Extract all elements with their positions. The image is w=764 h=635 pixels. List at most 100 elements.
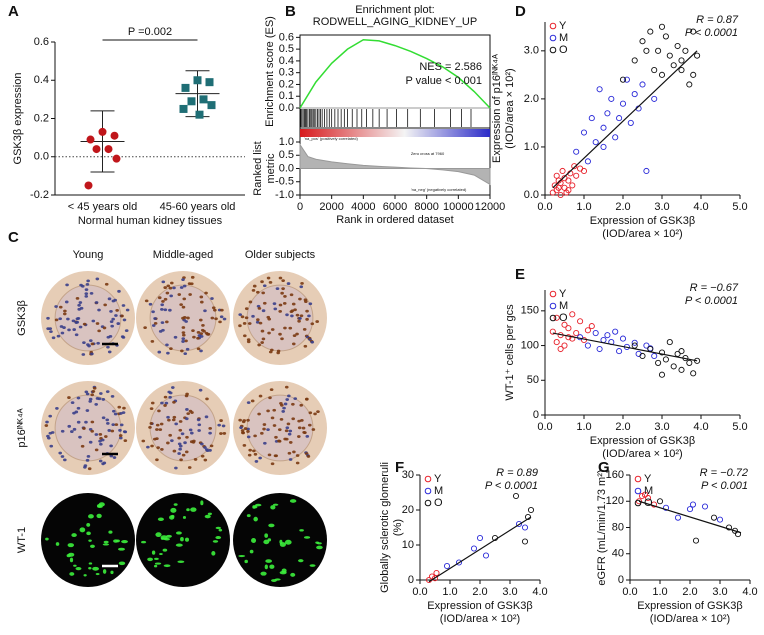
nucleus xyxy=(97,308,101,312)
stat-label: R = −0.67 xyxy=(690,282,739,294)
x-tick-label: 4.0 xyxy=(693,201,708,213)
fit-line xyxy=(428,516,532,583)
point xyxy=(623,76,630,83)
nucleus xyxy=(188,428,193,432)
nucleus xyxy=(95,277,100,281)
point xyxy=(616,348,623,355)
chart-title: Enrichment plot: xyxy=(355,4,434,16)
y-tick-label: 0 xyxy=(533,409,539,421)
nucleus xyxy=(199,349,203,353)
point xyxy=(619,76,627,83)
nucleus xyxy=(103,303,107,307)
es-curve xyxy=(299,38,491,109)
nucleus xyxy=(98,459,103,463)
nucleus xyxy=(118,428,122,432)
legend-label: O xyxy=(644,497,653,509)
nucleus xyxy=(177,293,182,296)
x-tick-label: 2000 xyxy=(319,201,343,213)
legend-marker xyxy=(549,290,557,298)
nucleus xyxy=(166,351,170,355)
fluorescent-cell xyxy=(309,564,316,567)
nucleus xyxy=(172,400,176,404)
nucleus xyxy=(291,402,295,406)
fluorescent-cell xyxy=(96,504,102,508)
fluorescent-cell xyxy=(316,542,322,545)
nucleus xyxy=(151,310,155,314)
fluorescent-cell xyxy=(173,503,178,506)
nucleus xyxy=(143,326,147,330)
nucleus xyxy=(82,341,86,345)
nucleus xyxy=(100,438,105,442)
fluorescent-cell xyxy=(175,543,183,547)
nucleus xyxy=(89,291,94,295)
point xyxy=(631,342,638,349)
fluorescent-cell xyxy=(204,514,211,519)
nucleus xyxy=(120,314,124,318)
point xyxy=(678,366,685,373)
fluorescent-cell xyxy=(211,551,216,556)
x-tick-label: 3.0 xyxy=(712,586,727,598)
nucleus xyxy=(285,398,290,401)
point xyxy=(638,492,646,500)
dot xyxy=(98,127,107,136)
nucleus xyxy=(298,317,302,320)
nucleus xyxy=(315,320,319,323)
nucleus xyxy=(251,288,256,292)
panel-letter: C xyxy=(8,229,19,246)
x-tick-label: 4000 xyxy=(351,201,375,213)
nucleus xyxy=(266,276,271,280)
point xyxy=(641,491,649,498)
nucleus xyxy=(188,293,192,296)
y-axis-label: Expression of p16ᴵᴺᴷ⁴ᴬ xyxy=(491,54,503,163)
y-tick-label: 120 xyxy=(606,495,624,507)
fluorescent-cell xyxy=(92,566,99,571)
nucleus xyxy=(178,444,183,448)
legend-label: Y xyxy=(559,288,567,300)
nucleus xyxy=(168,433,172,437)
nucleus xyxy=(181,305,186,309)
nucleus xyxy=(303,431,307,435)
point xyxy=(515,520,523,528)
nucleus xyxy=(239,426,243,430)
fluorescent-cell xyxy=(162,548,168,552)
fluorescent-cell xyxy=(212,540,219,543)
stat-label: P < 0.0001 xyxy=(485,480,538,492)
nucleus xyxy=(197,423,202,427)
point xyxy=(643,47,650,54)
nucleus xyxy=(311,428,316,431)
nucleus xyxy=(189,440,194,444)
nucleus xyxy=(295,332,299,336)
nucleus xyxy=(116,322,121,325)
nucleus xyxy=(270,348,274,352)
nucleus xyxy=(257,343,261,347)
nucleus xyxy=(171,386,175,389)
nucleus xyxy=(148,302,153,306)
nucleus xyxy=(283,294,287,298)
nucleus xyxy=(205,449,210,453)
x-axis-label: Expression of GSK3β xyxy=(590,435,695,447)
point xyxy=(655,359,662,366)
nucleus xyxy=(290,314,294,318)
x-tick-label: 3.0 xyxy=(654,201,669,213)
point xyxy=(651,95,658,102)
column-label: Middle-aged xyxy=(153,249,214,261)
nucleus xyxy=(290,309,295,313)
nucleus xyxy=(251,314,255,318)
nucleus xyxy=(107,429,112,432)
y-tick-label: 0.6 xyxy=(279,31,294,43)
stat-label: P < 0.0001 xyxy=(685,295,738,307)
nucleus xyxy=(160,303,164,307)
legend-label: Y xyxy=(644,473,652,485)
nucleus xyxy=(181,337,186,340)
nucleus xyxy=(155,423,160,427)
nucleus xyxy=(286,422,291,426)
nucleus xyxy=(86,279,90,283)
point xyxy=(678,57,685,64)
y-axis-label: (IOD/area × 10²) xyxy=(504,68,516,148)
x-tick-label: 4.0 xyxy=(532,586,547,598)
nucleus xyxy=(105,418,110,422)
nucleus xyxy=(310,322,315,326)
y-tick-label: 10 xyxy=(402,539,414,551)
nucleus xyxy=(78,435,82,439)
nucleus xyxy=(270,416,275,420)
